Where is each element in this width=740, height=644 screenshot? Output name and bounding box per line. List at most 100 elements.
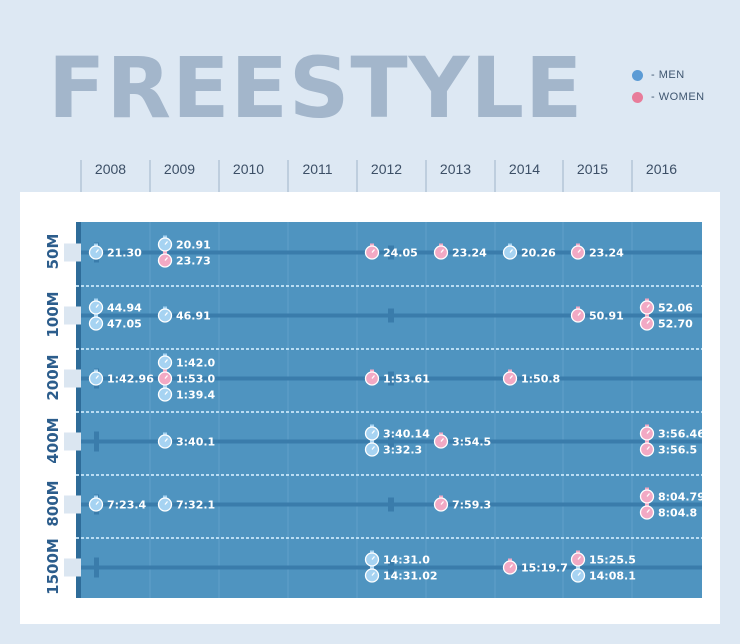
distance-label-200M: 200M xyxy=(44,354,62,400)
stopwatch-icon-hand xyxy=(646,493,650,497)
stopwatch-icon-crown xyxy=(576,550,580,554)
stopwatch-icon-crown xyxy=(439,432,443,436)
stopwatch-icon-hand xyxy=(509,564,513,568)
distance-label-400M: 400M xyxy=(44,417,62,463)
record-time-label: 3:40.14 xyxy=(383,428,430,441)
legend-item-men: - MEN xyxy=(632,64,705,86)
record-time-label: 44.94 xyxy=(107,302,142,315)
record-time-label: 20.26 xyxy=(521,247,556,260)
record-point-men: 3:40.14 xyxy=(364,424,430,441)
stopwatch-icon-crown xyxy=(370,440,374,444)
stopwatch-icon-crown xyxy=(508,369,512,373)
stopwatch-icon-crown xyxy=(94,298,98,302)
record-time-label: 20.91 xyxy=(176,239,211,252)
record-time-label: 23.73 xyxy=(176,255,211,268)
pool-edge xyxy=(76,222,81,598)
stopwatch-icon-hand xyxy=(164,257,168,261)
stopwatch-icon-hand xyxy=(646,430,650,434)
stopwatch-icon-hand xyxy=(164,359,168,363)
record-time-label: 7:32.1 xyxy=(176,499,215,512)
year-label-2014: 2014 xyxy=(509,161,540,177)
record-time-label: 8:04.79 xyxy=(658,491,705,504)
year-label-2012: 2012 xyxy=(371,161,402,177)
record-time-label: 15:19.7 xyxy=(521,562,568,575)
record-point-men: 3:40.1 xyxy=(157,432,215,449)
stopwatch-icon-crown xyxy=(576,566,580,570)
record-point-women: 23.24 xyxy=(570,243,624,260)
stopwatch-icon-crown xyxy=(576,306,580,310)
lane-start-block xyxy=(94,557,99,578)
year-label-2016: 2016 xyxy=(646,161,677,177)
starting-block xyxy=(64,306,81,325)
stopwatch-icon-crown xyxy=(163,432,167,436)
record-point-women: 8:04.79 xyxy=(639,487,705,504)
stopwatch-icon-hand xyxy=(371,375,375,379)
lane-mid-marker xyxy=(388,434,394,449)
stopwatch-icon-crown xyxy=(370,424,374,428)
year-label-2015: 2015 xyxy=(577,161,608,177)
stopwatch-icon-crown xyxy=(576,243,580,247)
record-time-label: 24.05 xyxy=(383,247,418,260)
stopwatch-icon-hand xyxy=(371,249,375,253)
stopwatch-icon-hand xyxy=(646,446,650,450)
record-time-label: 3:54.5 xyxy=(452,436,491,449)
record-point-women: 23.73 xyxy=(157,251,211,268)
record-time-label: 14:08.1 xyxy=(589,570,636,583)
record-time-label: 1:53.61 xyxy=(383,373,430,386)
record-point-men: 47.05 xyxy=(88,314,142,331)
record-point-women: 52.06 xyxy=(639,298,693,315)
record-time-label: 1:42.0 xyxy=(176,357,216,370)
stopwatch-icon-hand xyxy=(646,320,650,324)
stopwatch-icon-hand xyxy=(95,249,99,253)
stopwatch-icon-hand xyxy=(646,304,650,308)
record-time-label: 15:25.5 xyxy=(589,554,636,567)
record-point-men: 1:39.4 xyxy=(157,385,216,402)
record-point-men: 14:08.1 xyxy=(570,566,636,583)
stopwatch-icon-crown xyxy=(645,487,649,491)
record-point-men: 44.94 xyxy=(88,298,142,315)
record-point-women: 52.70 xyxy=(639,314,693,331)
record-point-women: 23.24 xyxy=(433,243,487,260)
stopwatch-icon-crown xyxy=(163,353,167,357)
record-point-women: 1:53.0 xyxy=(157,369,216,386)
stopwatch-icon-crown xyxy=(370,566,374,570)
stopwatch-icon-crown xyxy=(370,369,374,373)
stopwatch-icon-hand xyxy=(164,501,168,505)
record-time-label: 46.91 xyxy=(176,310,211,323)
distance-label-1500M: 1500M xyxy=(44,538,62,595)
starting-block xyxy=(64,369,81,388)
record-time-label: 1:39.4 xyxy=(176,389,216,402)
stopwatch-icon-crown xyxy=(94,495,98,499)
starting-block xyxy=(64,558,81,577)
stopwatch-icon-crown xyxy=(163,369,167,373)
distance-label-50M: 50M xyxy=(44,234,62,270)
stopwatch-icon-crown xyxy=(439,495,443,499)
stopwatch-icon-hand xyxy=(164,375,168,379)
stopwatch-icon-crown xyxy=(163,235,167,239)
record-time-label: 1:42.96 xyxy=(107,373,154,386)
legend-label-men: - MEN xyxy=(651,69,685,81)
record-time-label: 47.05 xyxy=(107,318,142,331)
record-point-women: 8:04.8 xyxy=(639,503,697,520)
stopwatch-icon-hand xyxy=(95,375,99,379)
legend-item-women: - WOMEN xyxy=(632,86,705,108)
record-time-label: 52.06 xyxy=(658,302,693,315)
record-time-label: 3:32.3 xyxy=(383,444,422,457)
stopwatch-icon-hand xyxy=(577,249,581,253)
stopwatch-icon-hand xyxy=(509,249,513,253)
stopwatch-icon-crown xyxy=(645,440,649,444)
stopwatch-icon-crown xyxy=(645,503,649,507)
stopwatch-icon-hand xyxy=(95,320,99,324)
record-time-label: 3:40.1 xyxy=(176,436,215,449)
stopwatch-icon-crown xyxy=(94,314,98,318)
year-label-2013: 2013 xyxy=(440,161,471,177)
record-point-women: 15:19.7 xyxy=(502,558,568,575)
lane-mid-marker xyxy=(388,308,394,323)
stopwatch-icon-hand xyxy=(371,430,375,434)
starting-block xyxy=(64,243,81,262)
stopwatch-icon-hand xyxy=(95,501,99,505)
stopwatch-icon-hand xyxy=(95,304,99,308)
record-time-label: 14:31.0 xyxy=(383,554,430,567)
record-point-women: 7:59.3 xyxy=(433,495,491,512)
